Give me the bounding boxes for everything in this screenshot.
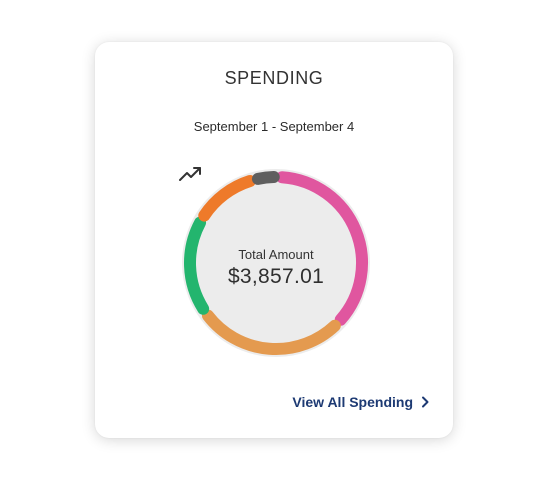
- donut-segment-1: [275, 171, 368, 326]
- donut-center: Total Amount $3,857.01: [178, 165, 374, 361]
- chevron-right-icon: [422, 396, 429, 408]
- donut-segment-3: [184, 216, 210, 315]
- donut-svg: [182, 169, 370, 357]
- donut-center-fill: [195, 182, 357, 344]
- donut-segment-4: [198, 175, 256, 222]
- donut-segment-5: [251, 171, 280, 185]
- date-range: September 1 - September 4: [193, 119, 355, 134]
- view-all-spending-label: View All Spending: [292, 394, 413, 410]
- spending-card: SPENDING September 1 - September 4 Total…: [95, 42, 453, 438]
- total-amount-value: $3,857.01: [227, 265, 325, 288]
- donut-segments: [184, 171, 368, 355]
- donut-segment-2: [201, 309, 341, 355]
- trending-up-icon: [179, 167, 201, 181]
- spending-donut-chart: Total Amount $3,857.01: [178, 165, 374, 361]
- total-amount-label: Total Amount: [238, 247, 314, 262]
- view-all-spending-link[interactable]: View All Spending: [292, 394, 429, 410]
- card-title: SPENDING: [224, 68, 324, 88]
